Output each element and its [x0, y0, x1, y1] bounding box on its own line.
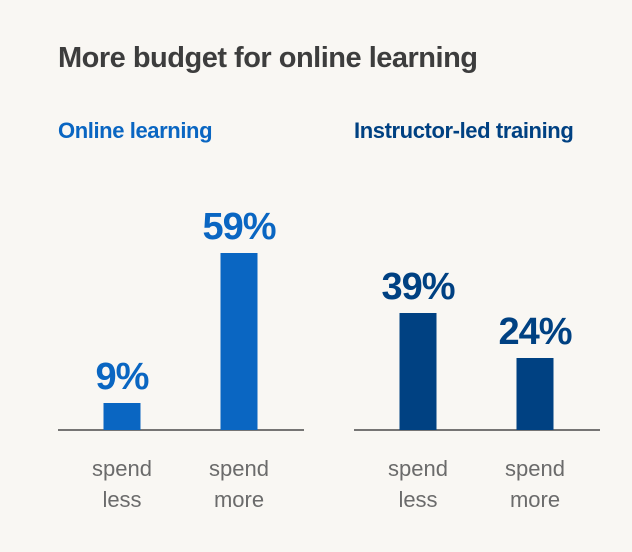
- tick-label-online-spend-less-line2: less: [102, 487, 141, 512]
- bar-instructor-spend-less: [399, 313, 437, 430]
- chart-title-online-learning: Online learning: [58, 118, 213, 143]
- tick-label-instructor-spend-less-line2: less: [398, 487, 437, 512]
- page-title: More budget for online learning: [58, 42, 478, 74]
- tick-label-instructor-spend-more-line2: more: [510, 487, 560, 512]
- tick-label-online-spend-less-line1: spend: [92, 456, 152, 481]
- chart-title-instructor-led-training: Instructor-led training: [354, 118, 574, 143]
- tick-label-instructor-spend-more-line1: spend: [505, 456, 565, 481]
- data-label-instructor-spend-less: 39%: [381, 266, 454, 308]
- data-label-online-spend-more: 59%: [202, 206, 275, 248]
- data-label-instructor-spend-more: 24%: [498, 311, 571, 353]
- tick-label-online-spend-more-line2: more: [214, 487, 264, 512]
- tick-label-online-spend-more-line1: spend: [209, 456, 269, 481]
- bar-instructor-spend-more: [516, 358, 554, 430]
- bar-online-spend-less: [103, 403, 141, 430]
- data-label-online-spend-less: 9%: [96, 356, 149, 398]
- bar-online-spend-more: [220, 253, 258, 430]
- tick-label-instructor-spend-less-line1: spend: [388, 456, 448, 481]
